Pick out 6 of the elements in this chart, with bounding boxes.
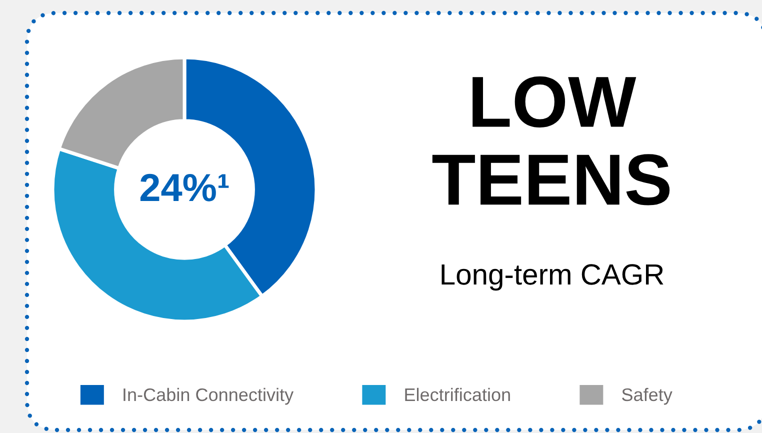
text: 24%¹ xyxy=(140,174,229,202)
legend-label: In-Cabin Connectivity xyxy=(124,388,294,405)
text: Long-term CAGR xyxy=(442,264,664,291)
text: LOW TEENS xyxy=(432,76,670,206)
legend-label: Safety xyxy=(622,388,672,405)
legend-label: Electrification xyxy=(405,388,510,402)
